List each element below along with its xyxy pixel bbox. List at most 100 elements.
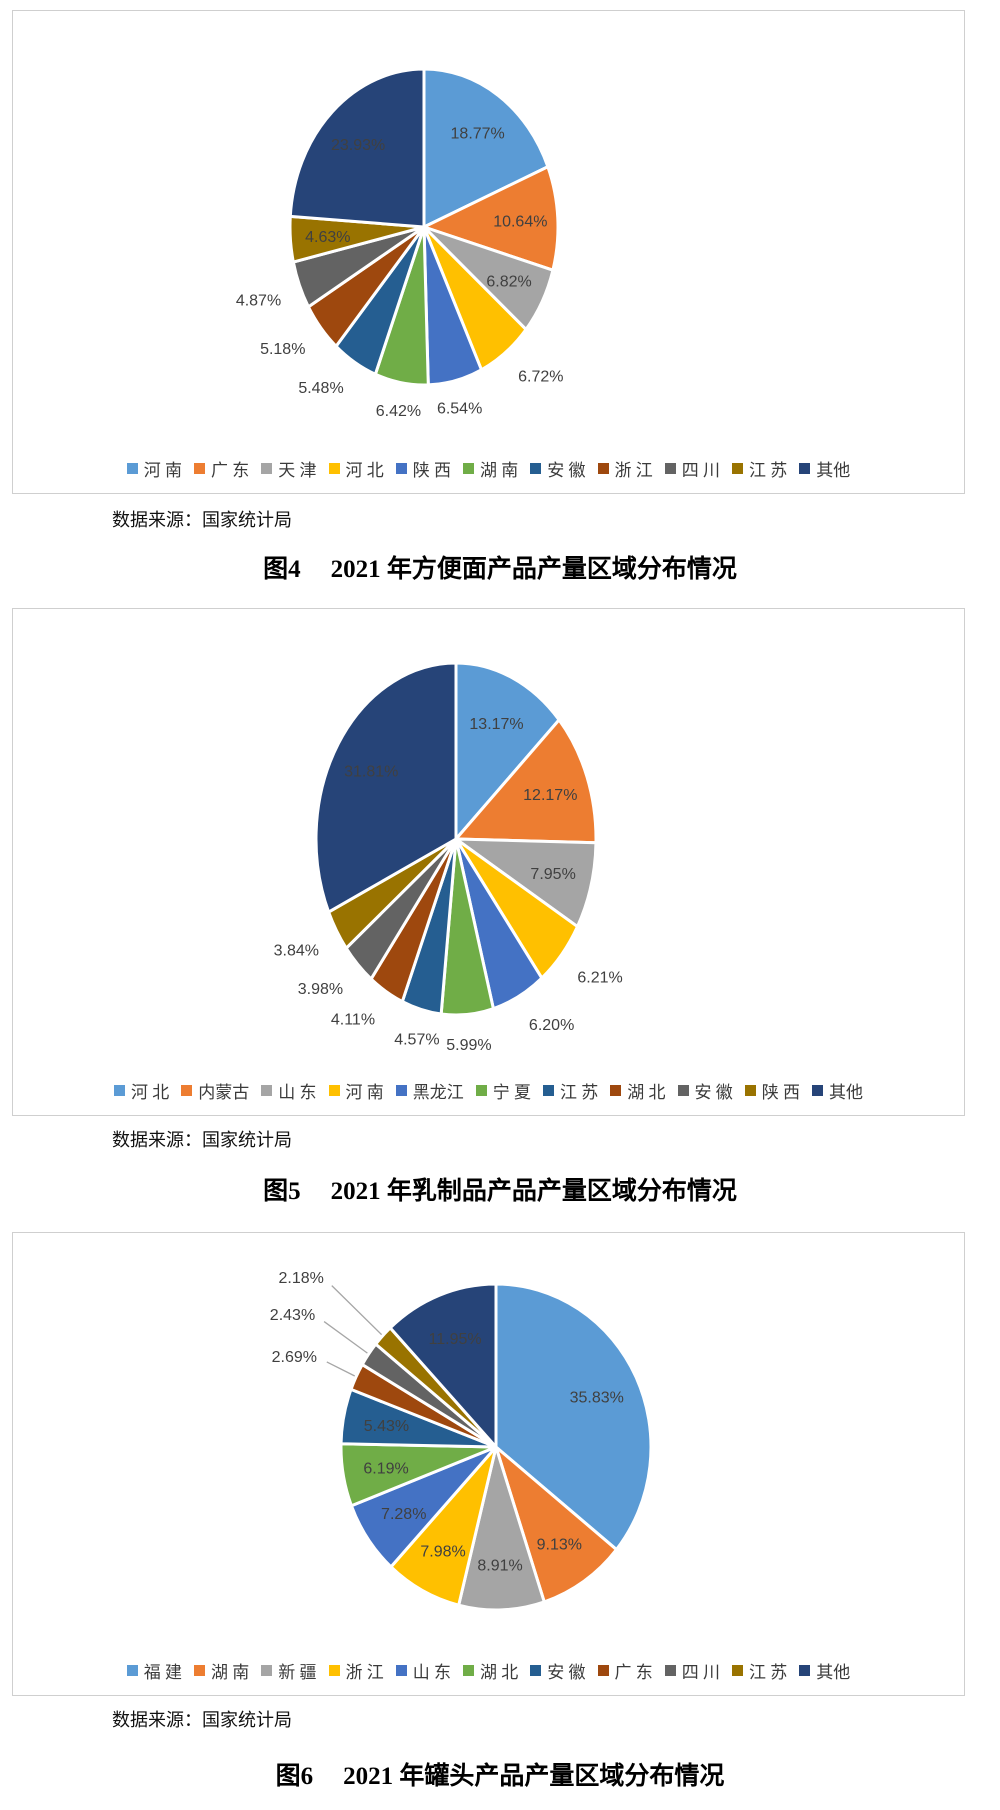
legend-label: 山 东 <box>412 1663 451 1682</box>
data-label-宁夏: 5.99% <box>446 1037 491 1054</box>
legend-swatch <box>463 1665 474 1676</box>
data-label-河北: 6.72% <box>518 369 563 386</box>
legend-label: 安 徽 <box>694 1083 733 1102</box>
legend-label: 河 北 <box>345 461 384 480</box>
data-source-note: 数据来源：国家统计局 <box>112 1710 292 1730</box>
legend-swatch <box>328 1085 340 1096</box>
legend-item-湖北: 湖 北 <box>610 1078 666 1103</box>
legend-swatch <box>543 1085 554 1096</box>
data-label-广东: 10.64% <box>493 213 547 230</box>
legend-label: 湖 南 <box>480 461 519 480</box>
legend-item-江苏: 江 苏 <box>543 1078 598 1103</box>
legend-label: 宁 夏 <box>492 1083 531 1102</box>
data-label-其他: 23.93% <box>331 137 385 154</box>
legend-item-山东: 山 东 <box>261 1078 317 1103</box>
legend-swatch <box>126 1665 138 1676</box>
legend-label: 浙 江 <box>345 1663 384 1682</box>
legend-label: 黑龙江 <box>412 1083 464 1102</box>
pie-slice-其他 <box>314 661 458 914</box>
figure4-chart-panel: 18.77% 10.64% 6.82% 6.72% 6.54% 6.42% 5.48% 5.1… <box>12 10 965 494</box>
data-label-安徽: 5.48% <box>298 380 343 397</box>
legend-item-河南: 河 南 <box>328 1078 384 1103</box>
legend-item-陕西: 陕 西 <box>395 456 451 481</box>
leader-line <box>323 1321 368 1354</box>
legend-item-广东: 广 东 <box>194 456 249 481</box>
legend-item-湖北: 湖 北 <box>463 1658 518 1683</box>
legend-item-内蒙古: 内蒙古 <box>181 1078 249 1103</box>
legend-label: 浙 江 <box>614 461 653 480</box>
legend-item-河北: 河 北 <box>328 456 384 481</box>
figure6-chart-panel: 35.83% 9.13% 8.91% 7.98% 7.28% 6.19% 5.43% 2.69… <box>12 1232 965 1696</box>
data-label-福建: 35.83% <box>570 1389 624 1406</box>
data-label-河南: 6.21% <box>577 970 622 987</box>
legend-swatch <box>677 1085 689 1096</box>
legend-item-湖南: 湖 南 <box>463 456 518 481</box>
legend-swatch <box>597 463 609 474</box>
legend-swatch <box>799 1665 811 1676</box>
pie-slice-内蒙古 <box>454 718 598 845</box>
data-label-内蒙古: 12.17% <box>523 787 577 804</box>
data-label-四川: 4.87% <box>236 293 281 310</box>
figure4-caption-text: 2021 年方便面产品产量区域分布情况 <box>330 556 737 583</box>
legend-label: 河 南 <box>143 461 182 480</box>
pie-chart-dairy: 13.17% 12.17% 7.95% 6.21% 6.20% 5.99% 4.57% 4.1… <box>274 661 623 1054</box>
legend-swatch <box>395 1085 407 1096</box>
legend-label: 河 北 <box>131 1083 170 1102</box>
legend-item-福建: 福 建 <box>126 1658 182 1683</box>
legend-label: 江 苏 <box>749 461 788 480</box>
legend-swatch <box>328 1665 340 1676</box>
legend-swatch <box>732 463 743 474</box>
pie-slice-河北 <box>454 661 561 841</box>
data-label-江苏: 4.57% <box>394 1032 439 1049</box>
data-label-黑龙江: 6.20% <box>529 1017 574 1034</box>
legend-label: 四 川 <box>681 1663 720 1682</box>
legend-swatch <box>261 1085 273 1096</box>
legend-swatch <box>664 463 676 474</box>
figure6-caption-text: 2021 年罐头产品产量区域分布情况 <box>343 1763 725 1790</box>
pie-slice-湖南 <box>494 1445 618 1604</box>
data-label-河南: 18.77% <box>451 125 505 142</box>
legend-swatch <box>261 1665 273 1676</box>
legend-label: 广 东 <box>614 1663 653 1682</box>
legend-swatch <box>610 1085 622 1096</box>
legend-fig6: 福 建 湖 南 新 疆 浙 江 山 东 湖 北 安 徽 广 东 四 川 江 苏 其他 <box>13 1658 964 1683</box>
data-label-江苏: 2.18% <box>278 1270 323 1287</box>
data-label-陕西: 3.84% <box>274 943 319 960</box>
legend-swatch <box>597 1665 609 1676</box>
pie-chart-instant-noodles: 18.77% 10.64% 6.82% 6.72% 6.54% 6.42% 5.48% 5.1… <box>236 67 564 420</box>
legend-swatch <box>114 1085 125 1096</box>
figure4-caption: 图4 2021 年方便面产品产量区域分布情况 <box>0 549 1000 585</box>
data-label-山东: 7.95% <box>530 866 575 883</box>
legend-label: 江 苏 <box>749 1663 788 1682</box>
data-label-湖北: 6.19% <box>363 1460 408 1477</box>
legend-swatch <box>530 463 542 474</box>
pie-slice-其他 <box>288 67 426 229</box>
legend-swatch <box>530 1665 542 1676</box>
legend-swatch <box>812 1085 823 1096</box>
legend-label: 安 徽 <box>547 1663 586 1682</box>
legend-swatch <box>181 1085 193 1096</box>
legend-swatch <box>126 463 138 474</box>
legend-fig4: 河 南 广 东 天 津 河 北 陕 西 湖 南 安 徽 浙 江 四 川 江 苏 其他 <box>13 456 964 481</box>
legend-item-安徽: 安 徽 <box>530 1658 586 1683</box>
legend-label: 其他 <box>816 461 851 480</box>
data-label-其他: 31.81% <box>344 763 398 780</box>
legend-fig5: 河 北 内蒙古 山 东 河 南 黑龙江 宁 夏 江 苏 湖 北 安 徽 陕 西 其他 <box>13 1078 964 1103</box>
legend-label: 湖 北 <box>627 1083 666 1102</box>
data-label-安徽: 3.98% <box>298 981 343 998</box>
data-label-新疆: 8.91% <box>477 1557 522 1574</box>
leader-line <box>326 1361 356 1377</box>
figure6-caption-number: 图6 <box>275 1763 314 1790</box>
data-label-山东: 7.28% <box>381 1506 426 1523</box>
data-label-其他: 11.95% <box>429 1331 482 1348</box>
legend-label: 四 川 <box>681 461 720 480</box>
legend-item-四川: 四 川 <box>664 456 720 481</box>
legend-item-四川: 四 川 <box>664 1658 720 1683</box>
legend-swatch <box>395 1665 407 1676</box>
legend-swatch <box>744 1085 756 1096</box>
legend-item-其他: 其他 <box>799 1658 850 1683</box>
legend-item-浙江: 浙 江 <box>597 456 653 481</box>
legend-label: 陕 西 <box>761 1083 800 1102</box>
legend-swatch <box>194 463 205 474</box>
